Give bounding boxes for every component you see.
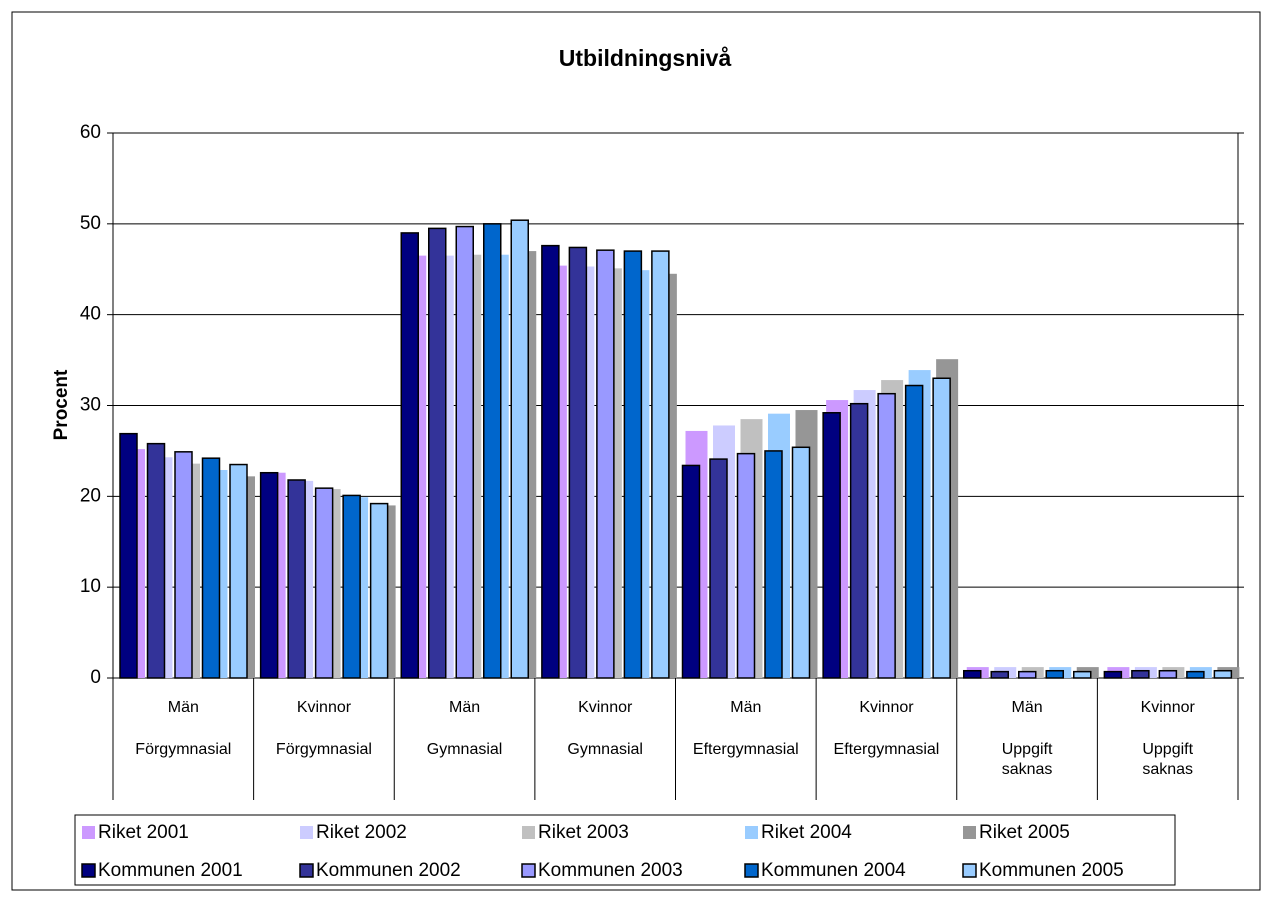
bar xyxy=(736,452,756,679)
x-tick-label: Män xyxy=(167,699,199,716)
legend-label: Kommunen 2002 xyxy=(316,860,461,881)
y-tick-label: 50 xyxy=(80,213,101,234)
y-tick-label: 20 xyxy=(80,485,101,506)
legend-swatch xyxy=(81,863,96,878)
legend-label: Riket 2002 xyxy=(316,822,407,843)
y-axis-title: Procent xyxy=(51,369,72,440)
bar xyxy=(681,464,701,679)
legend-swatch xyxy=(522,826,535,839)
y-tick-label: 0 xyxy=(90,667,101,688)
bar xyxy=(963,669,982,679)
bar xyxy=(483,223,502,679)
bar xyxy=(990,670,1009,679)
bar xyxy=(369,502,389,679)
y-tick-label: 40 xyxy=(80,304,101,325)
bar xyxy=(1158,669,1178,679)
bar xyxy=(400,232,419,679)
bar xyxy=(259,471,279,679)
bar xyxy=(201,457,221,679)
bar xyxy=(932,377,951,679)
bar xyxy=(651,250,670,679)
bar xyxy=(229,463,248,679)
legend-label: Kommunen 2001 xyxy=(98,860,243,881)
y-tick-label: 60 xyxy=(80,122,101,143)
legend-swatch xyxy=(299,863,314,878)
bar xyxy=(342,494,361,679)
x-tick-label: Män xyxy=(449,699,481,716)
bar xyxy=(119,432,138,679)
x-tick-label: Gymnasial xyxy=(426,741,503,758)
bar xyxy=(1213,669,1233,679)
bar xyxy=(541,244,560,679)
legend-label: Riket 2004 xyxy=(761,822,852,843)
bar xyxy=(568,246,588,679)
legend-swatch xyxy=(300,826,313,839)
y-tick-label: 10 xyxy=(80,576,101,597)
bar xyxy=(1018,670,1037,679)
legend-swatch xyxy=(962,863,977,878)
bar xyxy=(596,249,615,679)
x-tick-label: Eftergymnasial xyxy=(833,741,940,758)
bar xyxy=(1045,669,1064,679)
bar xyxy=(709,458,728,679)
legend-swatch xyxy=(82,826,95,839)
bar xyxy=(904,384,924,679)
legend-label: Kommunen 2004 xyxy=(761,860,906,881)
x-tick-label: Förgymnasial xyxy=(275,741,372,758)
bar xyxy=(877,392,896,679)
bar xyxy=(1186,670,1205,679)
x-tick-label: Uppgift saknas xyxy=(1001,741,1053,778)
x-tick-label: Män xyxy=(1011,699,1043,716)
y-tick-label: 30 xyxy=(80,395,101,416)
legend-frame xyxy=(74,814,1176,886)
bar xyxy=(1103,670,1123,679)
bar xyxy=(791,446,811,679)
bar xyxy=(1131,669,1150,679)
legend-swatch xyxy=(963,826,976,839)
legend-swatch xyxy=(521,863,536,878)
legend-label: Kommunen 2003 xyxy=(538,860,683,881)
x-tick-label: Eftergymnasial xyxy=(692,741,799,758)
bar xyxy=(822,412,841,679)
bar xyxy=(428,227,447,679)
x-tick-label: Uppgift saknas xyxy=(1142,741,1194,778)
x-tick-label: Förgymnasial xyxy=(135,741,232,758)
x-tick-label: Män xyxy=(730,699,762,716)
bar xyxy=(623,250,643,679)
legend-label: Riket 2005 xyxy=(979,822,1070,843)
legend-swatch xyxy=(745,826,758,839)
bar xyxy=(849,402,869,679)
bar xyxy=(314,487,334,679)
bar xyxy=(174,451,193,679)
x-tick-label: Kvinnor xyxy=(296,699,352,716)
x-tick-label: Kvinnor xyxy=(578,699,633,716)
legend-label: Riket 2001 xyxy=(98,822,189,843)
x-tick-label: Kvinnor xyxy=(1140,699,1195,716)
x-tick-label: Gymnasial xyxy=(567,741,643,758)
legend-label: Riket 2003 xyxy=(538,822,629,843)
bar xyxy=(455,225,474,679)
bar xyxy=(287,479,306,679)
legend-label: Kommunen 2005 xyxy=(979,860,1124,881)
legend-swatch xyxy=(744,863,759,878)
bar xyxy=(146,442,166,679)
bar xyxy=(510,219,529,679)
bar xyxy=(764,450,783,679)
chart-title: Utbildningsnivå xyxy=(559,45,732,71)
bar xyxy=(1073,670,1092,679)
x-tick-label: Kvinnor xyxy=(859,699,914,716)
